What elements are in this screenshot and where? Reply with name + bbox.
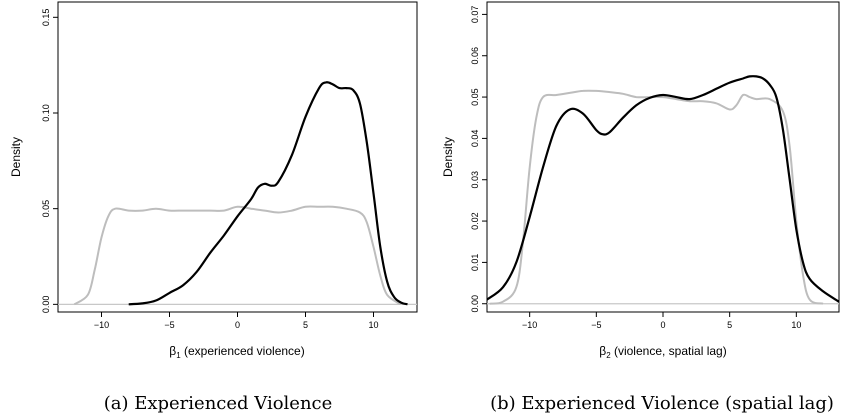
x-tick-label-a-1: −5	[164, 320, 174, 330]
x-tick-label-b-2: 0	[660, 320, 665, 330]
series-a	[58, 81, 417, 306]
y-tick-label-b-6: 0.06	[470, 47, 480, 65]
plot-frame-a	[57, 1, 418, 313]
x-axis-label-b: β2 (violence, spatial lag)	[599, 344, 726, 360]
panel-b: −10 −5 0 5 10 0.00 0.01 0.02 0.03 0.04 0.05 0.06 0.0…	[441, 1, 840, 414]
x-tick-label-b-0: −10	[522, 320, 537, 330]
caption-a: (a) Experienced Violence	[104, 393, 333, 414]
y-tick-label-a-0: 0.00	[41, 296, 51, 314]
y-tick-label-b-7: 0.07	[470, 6, 480, 24]
y-tick-label-a-1: 0.05	[41, 200, 51, 218]
x-tick-label-a-2: 0	[235, 320, 240, 330]
x-tick-label-b-4: 10	[791, 320, 801, 330]
x-tick-label-b-3: 5	[727, 320, 732, 330]
x-axis-label-a: β1 (experienced violence)	[169, 344, 304, 360]
density-curve-black-b	[487, 75, 839, 303]
density-curve-black-a	[128, 81, 408, 306]
x-tick-label-a-0: −10	[94, 320, 109, 330]
x-tick-label-b-1: −5	[591, 320, 601, 330]
y-tick-label-b-2: 0.02	[470, 212, 480, 230]
y-axis-label-b: Density	[441, 137, 455, 177]
y-axis-label-a: Density	[9, 137, 23, 177]
y-tick-label-b-1: 0.01	[470, 254, 480, 272]
axes-a: −10 −5 0 5 10 0.00 0.05 0.10 0.15	[41, 9, 378, 330]
y-tick-label-b-0: 0.00	[470, 295, 480, 313]
y-tick-label-a-2: 0.10	[41, 104, 51, 122]
x-tick-label-a-3: 5	[303, 320, 308, 330]
axes-b: −10 −5 0 5 10 0.00 0.01 0.02 0.03 0.04 0.05 0.06 0.0…	[470, 6, 801, 330]
y-tick-label-b-3: 0.03	[470, 171, 480, 189]
y-tick-label-b-5: 0.05	[470, 88, 480, 106]
y-tick-label-b-4: 0.04	[470, 130, 480, 148]
y-tick-label-a-3: 0.15	[41, 9, 51, 27]
caption-b: (b) Experienced Violence (spatial lag)	[490, 393, 834, 414]
density-curve-gray-a	[73, 205, 402, 306]
panel-a: −10 −5 0 5 10 0.00 0.05 0.10 0.15 Density β1 (ex…	[9, 1, 418, 414]
x-tick-label-a-4: 10	[368, 320, 378, 330]
series-b	[487, 75, 839, 305]
density-curve-gray-b	[489, 89, 824, 305]
